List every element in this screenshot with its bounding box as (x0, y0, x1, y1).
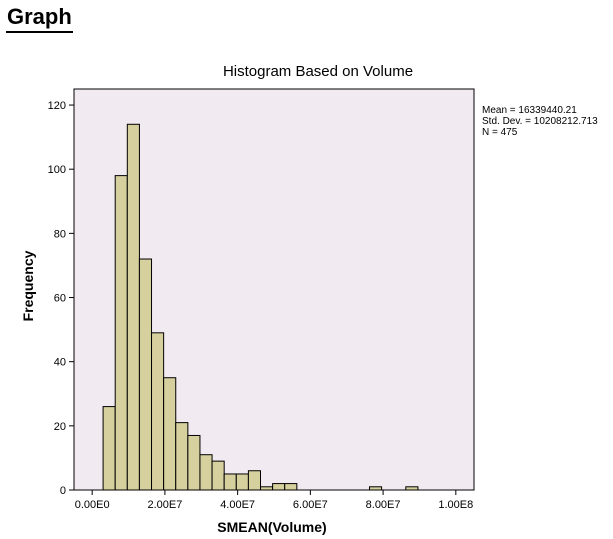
y-tick-label: 80 (54, 228, 66, 240)
y-axis-label: Frequency (20, 250, 36, 321)
histogram-bar (405, 486, 419, 491)
y-tick-label: 60 (54, 293, 66, 305)
histogram-bar (175, 422, 189, 491)
x-tick-label: 2.00E7 (147, 499, 182, 511)
histogram-bar (138, 258, 153, 491)
x-axis: 0.00E0 2.00E7 4.00E7 6.00E7 8.00E7 1.00E8 (75, 490, 473, 511)
y-axis: 0 20 40 60 80 100 120 (48, 100, 74, 497)
stat-std-dev: Std. Dev. = 10208212.713 (482, 116, 598, 127)
histogram-bar (272, 483, 286, 491)
histogram-bar (102, 406, 116, 491)
x-tick-label: 0.00E0 (75, 499, 110, 511)
x-tick-label: 4.00E7 (220, 499, 255, 511)
histogram-bar (187, 434, 201, 491)
histogram-bar (151, 332, 165, 491)
histogram-bar (284, 483, 298, 491)
histogram-bar (223, 473, 237, 491)
x-axis-label: SMEAN(Volume) (217, 519, 326, 535)
page-heading: Graph (6, 3, 73, 33)
statistics-box: Mean = 16339440.21 Std. Dev. = 10208212.… (482, 105, 598, 138)
x-tick-label: 8.00E7 (366, 499, 401, 511)
histogram-bar (260, 486, 274, 491)
histogram-bar (114, 175, 128, 491)
histogram-bar (235, 473, 249, 491)
histogram-bar (126, 123, 140, 491)
y-tick-label: 0 (60, 485, 66, 497)
histogram-bar (211, 460, 225, 491)
stat-n: N = 475 (482, 127, 518, 138)
x-tick-label: 1.00E8 (438, 499, 473, 511)
chart-title: Histogram Based on Volume (223, 63, 413, 80)
histogram-bar (163, 377, 177, 491)
y-tick-label: 40 (54, 357, 66, 369)
histogram-bar (247, 470, 262, 491)
stat-mean: Mean = 16339440.21 (482, 105, 577, 116)
y-tick-label: 100 (48, 164, 66, 176)
y-tick-label: 20 (54, 421, 66, 433)
histogram-bar (368, 486, 383, 491)
histogram-bar (199, 454, 213, 491)
y-tick-label: 120 (48, 100, 66, 112)
bars-group (102, 123, 419, 491)
x-tick-label: 6.00E7 (293, 499, 328, 511)
